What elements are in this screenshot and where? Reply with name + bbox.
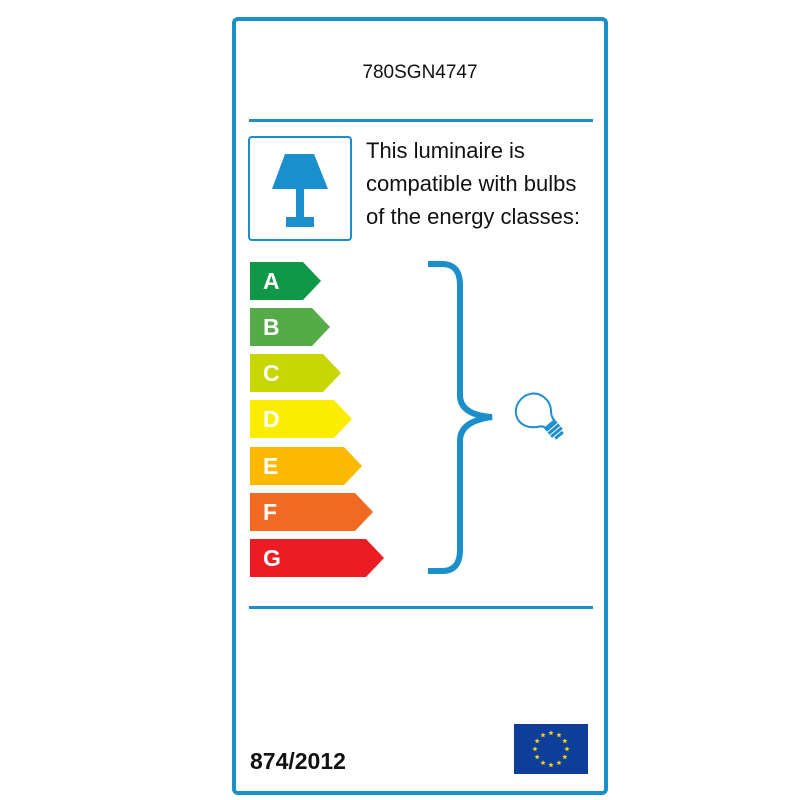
energy-class-letter: E: [263, 453, 279, 479]
eu-star: [540, 760, 546, 766]
energy-class-letter: D: [263, 406, 280, 432]
energy-class-a: A: [250, 262, 321, 300]
compatibility-text: This luminaire is compatible with bulbs …: [366, 134, 580, 233]
eu-star: [562, 754, 568, 760]
energy-class-e: E: [250, 447, 362, 485]
energy-class-letter: B: [263, 314, 280, 340]
regulation-number: 874/2012: [250, 748, 346, 774]
eu-star: [556, 732, 562, 738]
eu-star: [534, 754, 540, 760]
energy-class-c: C: [250, 354, 341, 392]
intro-line: of the energy classes:: [366, 204, 581, 229]
intro-line: This luminaire is: [366, 138, 525, 163]
brace-icon: [428, 261, 493, 574]
eu-star: [564, 746, 570, 752]
energy-class-letter: G: [263, 545, 281, 571]
eu-star: [556, 760, 562, 766]
energy-class-letter: A: [263, 268, 280, 294]
lamp-icon: [272, 154, 328, 227]
divider-top: [249, 119, 593, 122]
product-code: 780SGN4747: [362, 62, 478, 83]
energy-class-b: B: [250, 308, 330, 346]
eu-star: [540, 732, 546, 738]
energy-class-g: G: [250, 539, 384, 577]
divider-bottom: [249, 606, 593, 609]
eu-flag-icon: [514, 724, 588, 774]
light-bulb-icon: [514, 392, 564, 440]
energy-class-letter: C: [263, 360, 280, 386]
energy-class-f: F: [250, 493, 373, 531]
eu-star: [562, 738, 568, 744]
eu-star: [548, 730, 554, 736]
intro-line: compatible with bulbs: [366, 171, 577, 196]
energy-class-letter: F: [263, 499, 278, 525]
lamp-icon-box: [248, 136, 352, 241]
eu-star: [532, 746, 538, 752]
eu-star: [548, 762, 554, 768]
energy-class-d: D: [250, 400, 352, 438]
eu-star: [534, 738, 540, 744]
label-frame: [232, 17, 608, 795]
